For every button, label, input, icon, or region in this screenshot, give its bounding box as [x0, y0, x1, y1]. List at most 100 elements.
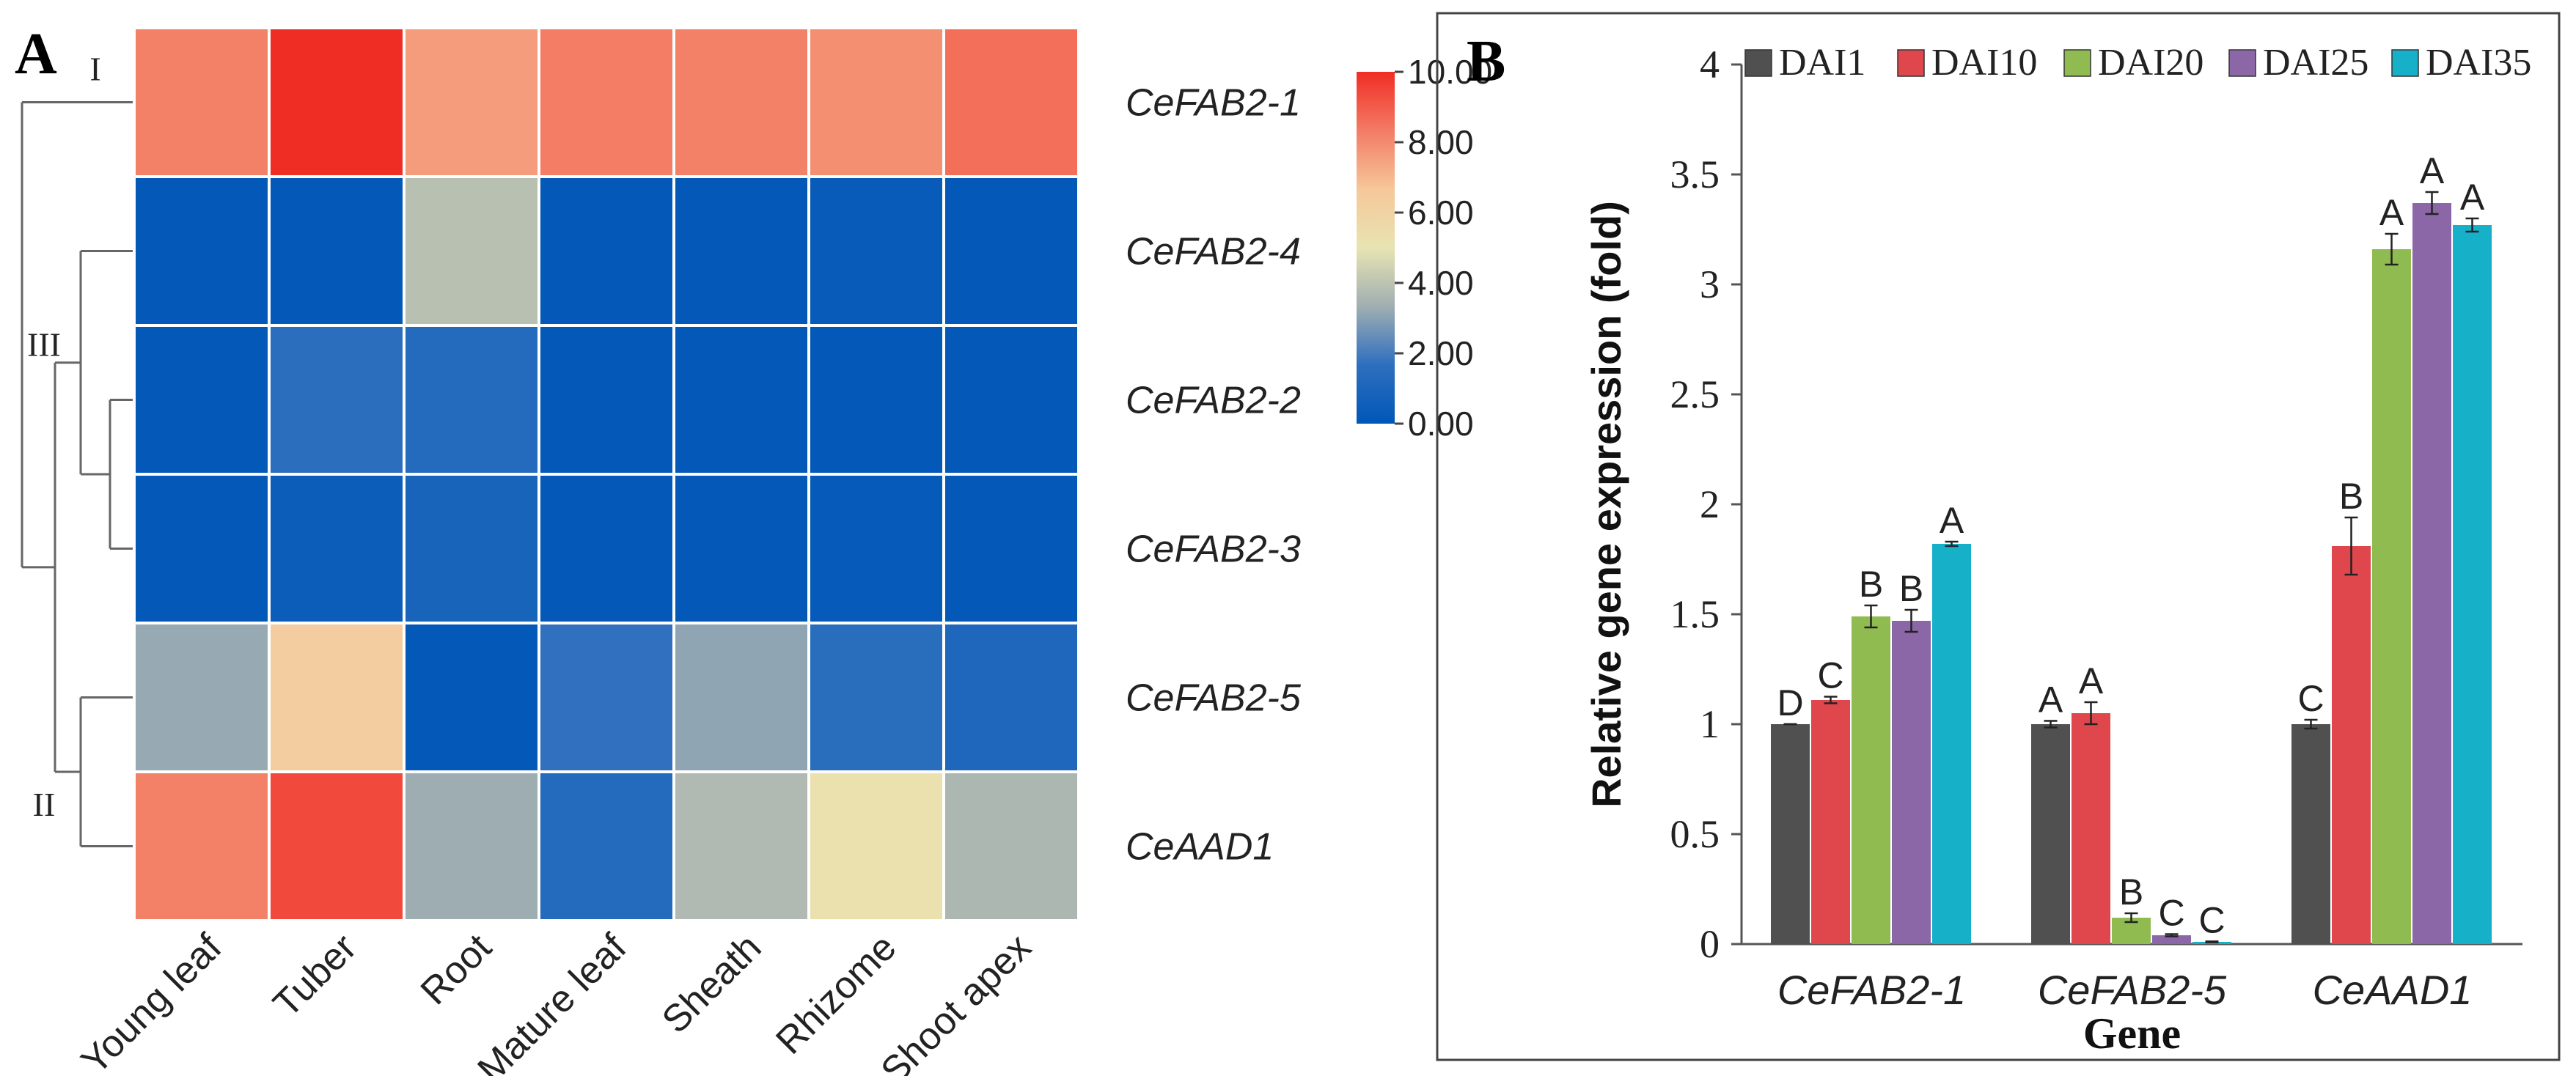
- heatmap-cell: [807, 473, 945, 624]
- heatmap-cell: [268, 175, 406, 327]
- bar-legend: DAI1 DAI10 DAI20 DAI25 DAI35: [1744, 42, 2531, 84]
- heatmap-cell: [807, 26, 945, 178]
- heatmap-cell: [268, 26, 406, 178]
- row-label: CeFAB2-4: [1126, 231, 1301, 273]
- significance-letter: B: [1859, 564, 1883, 605]
- heatmap-cell: [942, 473, 1080, 624]
- row-label: CeFAB2-1: [1126, 82, 1301, 125]
- y-tick-label: 3.5: [1670, 152, 1720, 196]
- heatmap-cell: [537, 770, 675, 922]
- legend-swatch: [2228, 49, 2256, 77]
- heatmap-cell: [807, 324, 945, 476]
- legend-swatch: [1744, 49, 1772, 77]
- cluster-label: I: [89, 51, 100, 88]
- heatmap-cell: [133, 473, 271, 624]
- significance-letter: C: [2198, 899, 2225, 940]
- legend-label: DAI35: [2426, 42, 2531, 84]
- y-tick-label: 2.5: [1670, 372, 1720, 416]
- column-label: Root: [413, 926, 500, 1013]
- heatmap-cell: [403, 473, 540, 624]
- significance-letter: C: [2297, 678, 2324, 719]
- bar: [2453, 225, 2492, 944]
- legend-label: DAI25: [2263, 42, 2368, 84]
- heatmap-cell: [403, 26, 540, 178]
- heatmap-cell: [807, 175, 945, 327]
- heatmap-cell: [537, 175, 675, 327]
- heatmap-cell: [672, 26, 810, 178]
- bar: [2412, 203, 2451, 944]
- significance-letter: B: [2339, 476, 2363, 517]
- heatmap-cell: [672, 175, 810, 327]
- colorbar-tick-label: 8.00: [1408, 123, 1474, 161]
- bar: [1771, 724, 1810, 944]
- heatmap-cell: [672, 770, 810, 922]
- y-axis-title: Relative gene expression (fold): [1583, 201, 1629, 808]
- row-label: CeFAB2-3: [1126, 528, 1301, 571]
- heatmap-row-labels: CeFAB2-1 CeFAB2-4 CeFAB2-2 CeFAB2-3 CeFAB2-5…: [1126, 82, 1302, 869]
- y-tick-label: 1: [1700, 702, 1720, 746]
- bar: [2152, 935, 2191, 944]
- column-label: Rhizome: [768, 926, 904, 1062]
- panel-b-bar-chart: B 0 0.5 1 1.5 2 2.5 3 3.5 4 Relative gene express…: [1436, 12, 2561, 1061]
- heatmap-cell: [807, 622, 945, 773]
- legend-swatch: [2063, 49, 2091, 77]
- row-label: CeAAD1: [1126, 826, 1274, 869]
- legend-label: DAI20: [2098, 42, 2203, 84]
- bar: [1811, 700, 1850, 944]
- y-tick-label: 4: [1700, 43, 1720, 86]
- bar: [2031, 724, 2070, 944]
- bar: [2291, 724, 2330, 944]
- heatmap-cell: [268, 622, 406, 773]
- panel-b-letter: B: [1467, 29, 1505, 94]
- column-label: Tuber: [265, 926, 365, 1025]
- significance-letter: A: [1940, 500, 1964, 541]
- panel-a-letter: A: [15, 22, 57, 86]
- bar: [2332, 546, 2371, 944]
- row-label: CeFAB2-2: [1126, 380, 1301, 422]
- legend-swatch: [1897, 49, 1925, 77]
- heatmap-cell: [268, 324, 406, 476]
- heatmap-cell: [942, 175, 1080, 327]
- column-label: Young leaf: [73, 926, 230, 1076]
- bar: [2372, 249, 2411, 944]
- heatmap-cell: [537, 324, 675, 476]
- heatmap-cell: [403, 770, 540, 922]
- bar: [1932, 544, 1971, 944]
- heatmap-cell: [537, 622, 675, 773]
- significance-letter: D: [1777, 682, 1803, 723]
- colorbar-tick-label: 10.00: [1408, 53, 1492, 91]
- y-tick-label: 0.5: [1670, 812, 1720, 856]
- bar: [2072, 713, 2110, 944]
- colorbar-tick-label: 4.00: [1408, 264, 1474, 302]
- colorbar-tick-label: 2.00: [1408, 334, 1474, 372]
- significance-letter: C: [2158, 893, 2184, 934]
- heatmap-cell: [403, 175, 540, 327]
- cluster-label: II: [33, 786, 56, 823]
- column-label: Mature leaf: [470, 926, 635, 1076]
- legend-label: DAI1: [1779, 42, 1865, 84]
- colorbar-ramp: [1357, 72, 1395, 424]
- heatmap-cell: [942, 622, 1080, 773]
- significance-letter: A: [2039, 679, 2063, 721]
- heatmap-cell: [133, 324, 271, 476]
- significance-letter: B: [2119, 872, 2143, 913]
- y-tick-label: 2: [1700, 482, 1720, 526]
- category-label: CeAAD1: [2313, 967, 2473, 1013]
- significance-letter: A: [2420, 150, 2445, 191]
- significance-letter: A: [2379, 192, 2404, 233]
- heatmap-cell: [942, 324, 1080, 476]
- heatmap-cell: [942, 26, 1080, 178]
- row-label: CeFAB2-5: [1126, 677, 1302, 720]
- heatmap-cell: [807, 770, 945, 922]
- heatmap-cell: [403, 324, 540, 476]
- significance-letter: A: [2079, 660, 2104, 701]
- heatmap-cell: [403, 622, 540, 773]
- heatmap-cell: [672, 473, 810, 624]
- column-label: Shoot apex: [873, 926, 1039, 1076]
- heatmap-cell: [133, 770, 271, 922]
- x-axis-title: Gene: [2083, 1009, 2181, 1058]
